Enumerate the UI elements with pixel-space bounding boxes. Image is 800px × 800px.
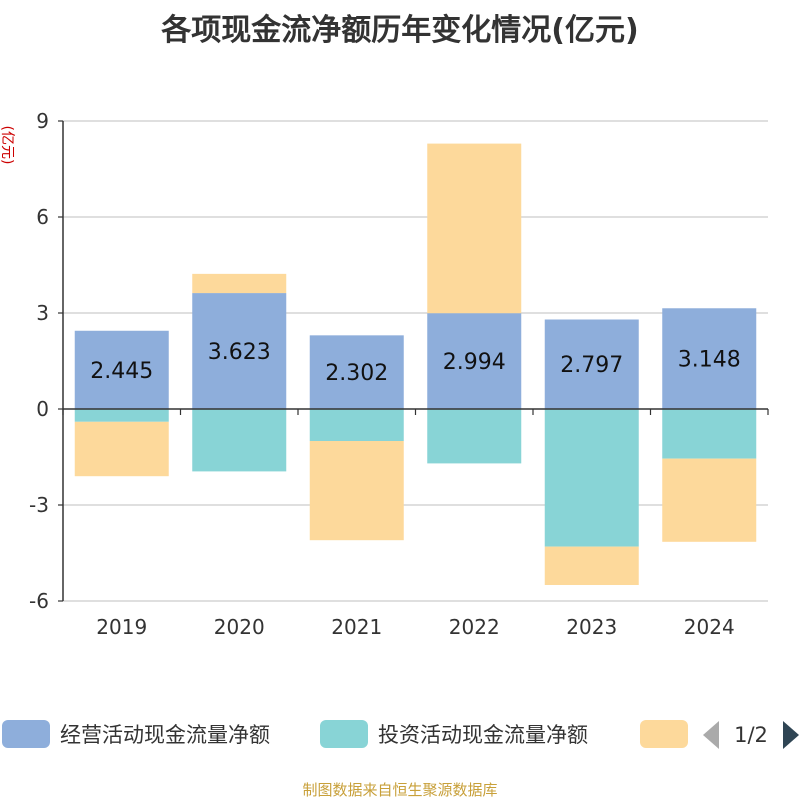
legend-page-indicator: 1/2 [734, 723, 768, 747]
y-tick-label: 0 [36, 397, 49, 421]
bar-series-3-2024[interactable] [662, 458, 757, 542]
bar-series-1-2023[interactable] [544, 319, 639, 409]
bars [74, 143, 757, 585]
bar-series-2-2024[interactable] [662, 409, 757, 459]
legend: 经营活动现金流量净额 投资活动现金流量净额 1/2 [2, 720, 799, 749]
x-tick-label: 2023 [566, 615, 617, 639]
y-tick-label: 3 [36, 301, 49, 325]
y-tick-label: 6 [36, 205, 49, 229]
data-label: 2.302 [325, 361, 388, 386]
x-tick-label: 2021 [331, 615, 382, 639]
bar-series-3-2020[interactable] [192, 273, 287, 294]
y-tick-label: -6 [29, 589, 49, 613]
axes: 9 6 3 0 -3 -6 2019 2020 2021 2022 2023 2024 [29, 109, 769, 639]
bar-series-3-2021[interactable] [309, 441, 404, 541]
x-tick-label: 2024 [684, 615, 735, 639]
bar-series-1-2022[interactable] [427, 313, 522, 409]
x-tick-label: 2020 [214, 615, 265, 639]
bar-series-1-2019[interactable] [74, 330, 169, 409]
y-tick-label: -3 [29, 493, 49, 517]
legend-label[interactable]: 经营活动现金流量净额 [60, 723, 270, 747]
data-label: 2.445 [90, 359, 153, 384]
legend-prev-page-icon[interactable] [703, 721, 719, 749]
legend-next-page-icon[interactable] [783, 721, 799, 749]
bar-series-1-2021[interactable] [309, 335, 404, 409]
bar-series-2-2022[interactable] [427, 409, 522, 464]
bar-series-2-2023[interactable] [544, 409, 639, 547]
bar-series-3-2019[interactable] [74, 421, 169, 477]
x-tick-label: 2019 [96, 615, 147, 639]
legend-label[interactable]: 投资活动现金流量净额 [378, 723, 588, 747]
bar-series-1-2024[interactable] [662, 308, 757, 409]
bar-series-3-2022[interactable] [427, 143, 522, 314]
legend-swatch[interactable] [2, 720, 50, 748]
legend-swatch[interactable] [320, 720, 368, 748]
y-axis-unit: (亿元) [0, 126, 15, 165]
chart-title: 各项现金流净额历年变化情况(亿元) [160, 13, 638, 48]
data-label: 3.148 [678, 348, 741, 373]
data-labels: 2.445 3.623 2.302 2.994 2.797 3.148 [90, 340, 740, 386]
x-tick-label: 2022 [449, 615, 500, 639]
bar-series-3-2023[interactable] [544, 546, 639, 585]
data-label: 2.994 [443, 350, 506, 375]
bar-series-1-2020[interactable] [192, 293, 287, 409]
bar-series-2-2020[interactable] [192, 409, 287, 472]
data-label: 3.623 [208, 340, 271, 365]
source-note: 制图数据来自恒生聚源数据库 [302, 781, 497, 799]
bar-series-2-2019[interactable] [74, 409, 169, 422]
data-label: 2.797 [560, 353, 623, 378]
grid [63, 120, 768, 602]
y-tick-label: 9 [36, 109, 49, 133]
bar-series-2-2021[interactable] [309, 409, 404, 441]
legend-swatch[interactable] [640, 720, 688, 748]
